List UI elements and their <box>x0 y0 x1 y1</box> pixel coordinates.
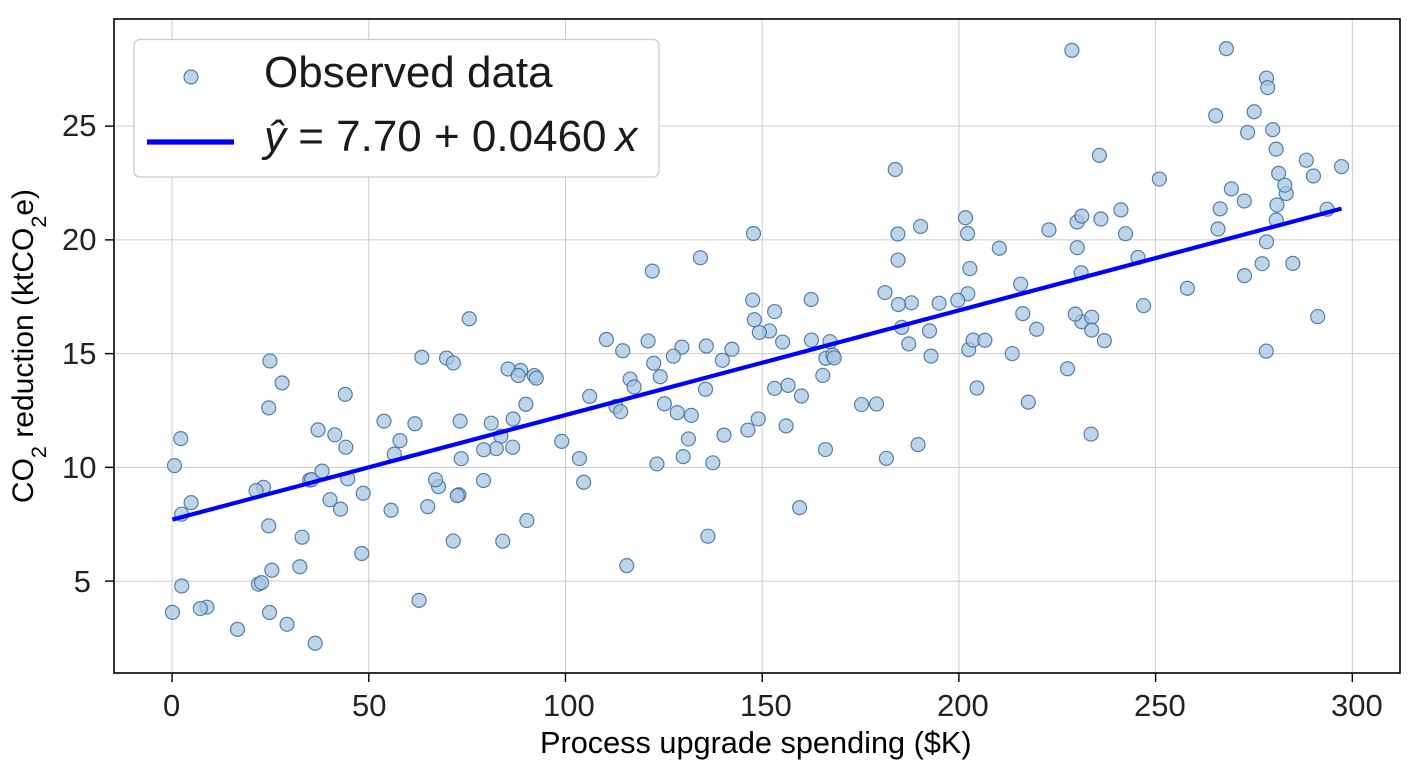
svg-text:CO2 reduction (ktCO2e): CO2 reduction (ktCO2e) <box>7 189 51 503</box>
